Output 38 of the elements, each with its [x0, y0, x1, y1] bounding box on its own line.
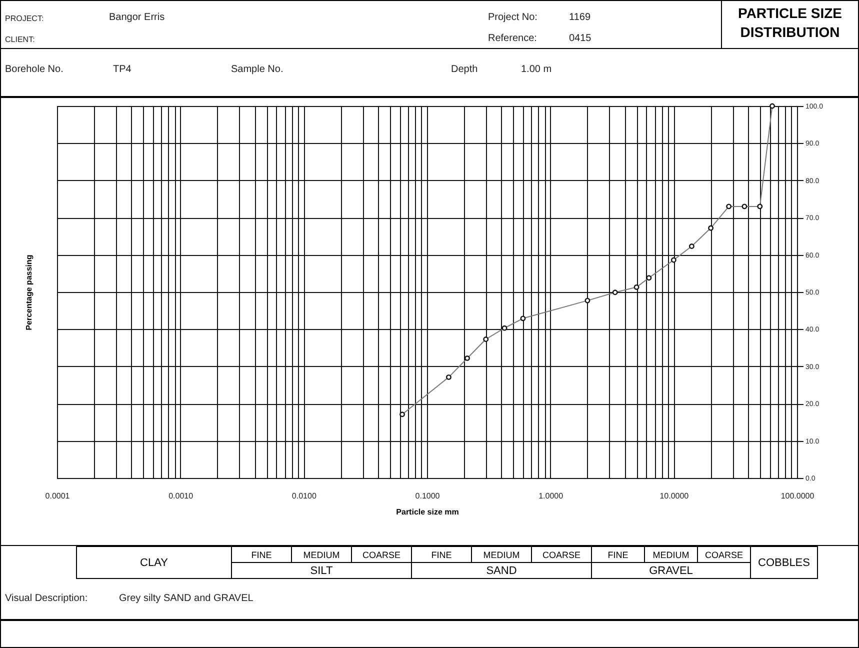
text: Reference:	[488, 33, 537, 44]
text: COARSE	[352, 546, 412, 562]
text: Visual Description:	[5, 593, 88, 604]
text: MEDIUM	[292, 546, 352, 562]
text: MEDIUM	[644, 546, 698, 562]
text: CLIENT:	[5, 35, 35, 44]
text: COBBLES	[750, 546, 818, 578]
text: COARSE	[532, 546, 592, 562]
chart-title: PARTICLE SIZE DISTRIBUTION	[737, 4, 843, 42]
text: SILT	[232, 562, 412, 578]
text: Grey silty SAND and GRAVEL	[119, 593, 254, 604]
text: Bangor Erris	[109, 12, 165, 23]
text: CLAY	[76, 546, 232, 578]
text: FINE	[412, 546, 472, 562]
text: FINE	[232, 546, 292, 562]
x-tick-label: 10.0000	[660, 492, 690, 500]
text: MEDIUM	[472, 546, 532, 562]
y-axis-title: Percentage passing	[24, 254, 34, 330]
text: Sample No.	[231, 64, 284, 75]
text: Depth	[451, 64, 478, 75]
text: FINE	[592, 546, 644, 562]
text: Project No:	[488, 12, 538, 23]
x-tick-label: 0.0100	[292, 492, 317, 500]
text: 1169	[569, 12, 591, 23]
text: SAND	[412, 562, 592, 578]
text: 0415	[569, 33, 592, 44]
text: COARSE	[698, 546, 750, 562]
x-tick-label: 0.0010	[168, 492, 194, 500]
text: PROJECT:	[5, 14, 44, 23]
text: GRAVEL	[592, 562, 750, 578]
x-axis-title: Particle size mm	[396, 508, 459, 516]
text: Borehole No.	[5, 64, 64, 75]
x-tick-label: 0.0001	[45, 492, 70, 500]
text: 1.00 m	[521, 64, 552, 75]
x-tick-label: 0.1000	[415, 492, 440, 500]
text: TP4	[113, 64, 132, 75]
x-tick-label: 100.0000	[780, 492, 815, 500]
x-tick-label: 1.0000	[538, 492, 564, 500]
